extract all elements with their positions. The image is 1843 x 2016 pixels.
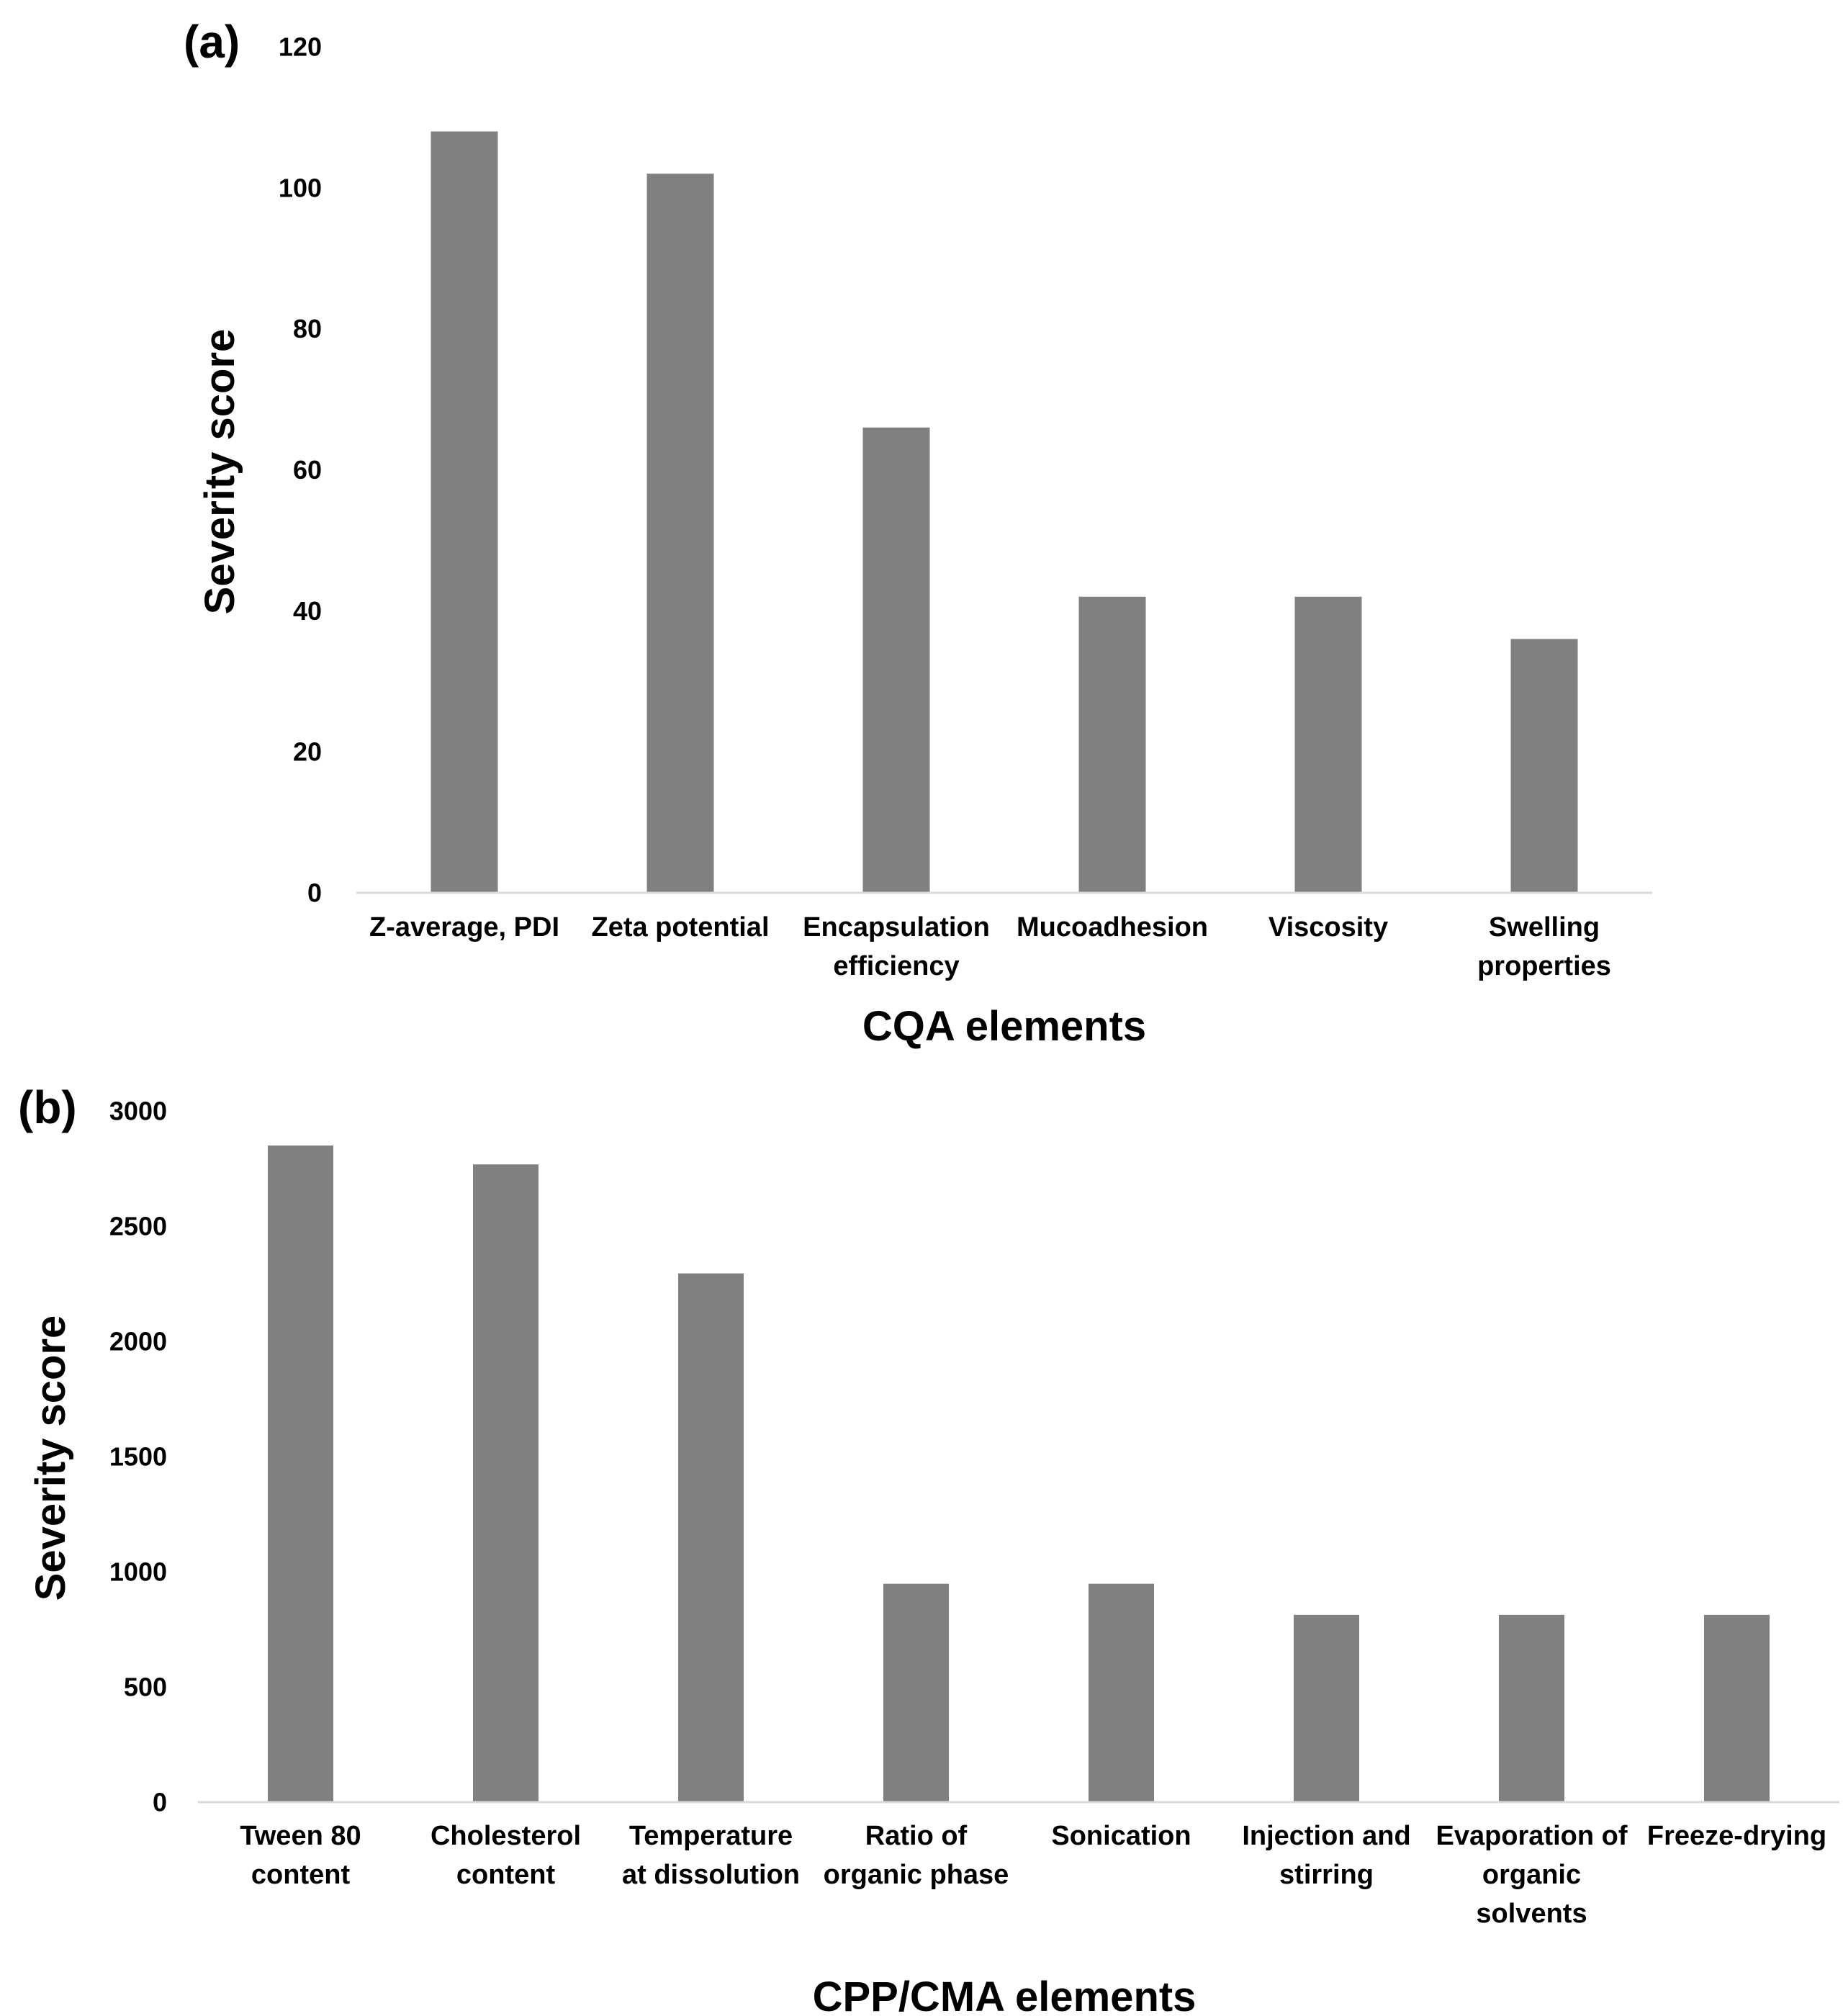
chart-b-x-axis-title: CPP/CMA elements bbox=[813, 1974, 1197, 2016]
chart-b-panel-label: (b) bbox=[18, 1081, 77, 1133]
chart-b-bar bbox=[1704, 1614, 1770, 1802]
chart-a-y-tick-label: 60 bbox=[293, 455, 322, 485]
chart-b-y-tick-label: 0 bbox=[153, 1788, 167, 1817]
chart-b-x-tick-label: Cholesterol content bbox=[431, 1821, 581, 1890]
chart-b-bar bbox=[883, 1583, 949, 1802]
chart-b-y-tick-label: 500 bbox=[124, 1673, 167, 1702]
chart-a-y-axis-title: Severity score bbox=[197, 329, 243, 615]
chart-b-y-tick-label: 2000 bbox=[109, 1327, 167, 1356]
chart-a-y-tick-label: 40 bbox=[293, 596, 322, 626]
chart-a-x-tick-label: Encapsulation efficiency bbox=[803, 912, 990, 981]
chart-a-bar bbox=[646, 174, 714, 893]
chart-b-x-tick-label: Freeze-drying bbox=[1647, 1821, 1826, 1851]
chart-a-bar bbox=[1294, 596, 1362, 893]
chart-a-y-tick-label: 120 bbox=[279, 32, 322, 62]
chart-b-y-tick-label: 2500 bbox=[109, 1212, 167, 1241]
chart-a-y-tick-label: 20 bbox=[293, 737, 322, 767]
chart-a-x-axis-title: CQA elements bbox=[862, 1003, 1146, 1050]
chart-b-bar bbox=[473, 1164, 539, 1802]
chart-b-y-tick-label: 1000 bbox=[109, 1557, 167, 1587]
chart-b-bar bbox=[268, 1146, 333, 1802]
chart-b-bar bbox=[1294, 1614, 1359, 1802]
chart-b-x-tick-label: Ratio of organic phase bbox=[824, 1821, 1009, 1890]
chart-b-x-tick-label: Injection and stirring bbox=[1242, 1821, 1410, 1890]
chart-b-x-tick-label: Temperature at dissolution bbox=[622, 1821, 800, 1890]
chart-b-x-tick-label: Tween 80 content bbox=[240, 1821, 361, 1890]
chart-b-y-tick-label: 3000 bbox=[109, 1097, 167, 1126]
chart-a-x-tick-label: Swelling properties bbox=[1477, 912, 1611, 981]
chart-a-x-tick-label: Mucoadhesion bbox=[1017, 912, 1208, 942]
chart-a-x-tick-label: Viscosity bbox=[1269, 912, 1388, 942]
chart-a-bar bbox=[1510, 639, 1578, 893]
chart-b-x-tick-label: Sonication bbox=[1051, 1821, 1191, 1851]
chart-a-x-tick-label: Z-average, PDI bbox=[369, 912, 559, 942]
chart-b-x-tick-label: Evaporation of organic solvents bbox=[1436, 1821, 1627, 1929]
chart-a-y-tick-label: 100 bbox=[279, 173, 322, 202]
chart-a-bar bbox=[862, 427, 930, 893]
chart-b-y-axis-title: Severity score bbox=[27, 1315, 74, 1601]
chart-b-bar bbox=[1089, 1583, 1154, 1802]
chart-b-y-tick-label: 1500 bbox=[109, 1442, 167, 1472]
chart-a-y-tick-label: 80 bbox=[293, 314, 322, 343]
chart-b-bar bbox=[1499, 1614, 1564, 1802]
chart-b-bar bbox=[678, 1273, 744, 1802]
chart-a-bar bbox=[1078, 596, 1146, 893]
chart-a-panel-label: (a) bbox=[184, 16, 240, 68]
chart-a-x-tick-label: Zeta potential bbox=[591, 912, 769, 942]
chart-a-y-tick-label: 0 bbox=[307, 878, 322, 908]
chart-a-bar bbox=[431, 131, 498, 893]
